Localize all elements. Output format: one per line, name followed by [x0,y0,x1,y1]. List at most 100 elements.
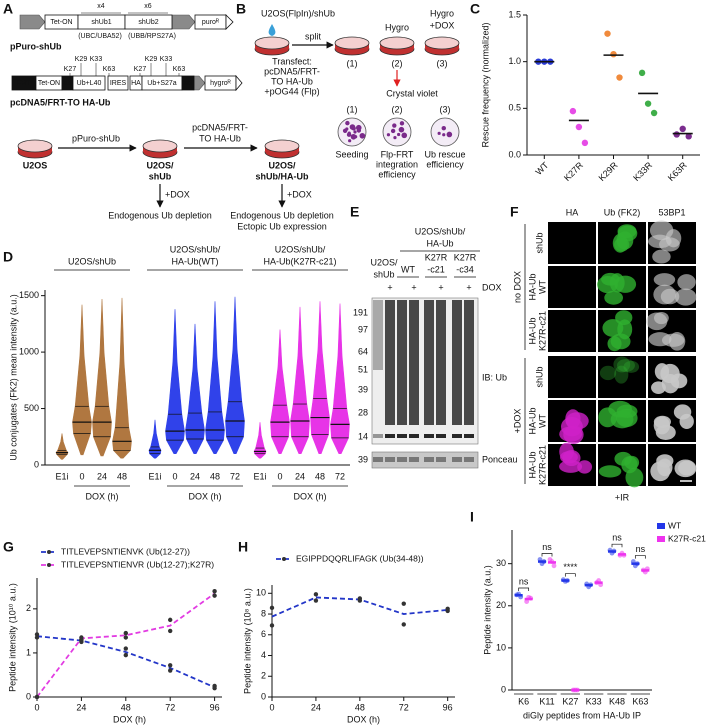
colony [345,127,349,131]
colony [390,128,396,134]
legend-label: EGIPPDQQRLIFAGK (Ub(34-48)) [296,553,424,563]
x-tick-label: 24 [97,471,107,481]
site-label: K63 [103,66,116,73]
cell-line: U2OS [23,160,48,170]
nucleus [563,425,584,445]
significance-bracket [541,553,553,557]
x-tick-label: K11 [539,696,554,706]
y-tick-label: 500 [24,403,39,413]
nucleus [614,275,637,293]
y-tick-label: 20 [496,600,506,610]
plasmid-part: hygroᴿ [210,80,232,87]
lane-smear [409,300,419,425]
readout: efficiency [378,169,416,179]
plasmid-tip [225,14,234,30]
colony [359,132,366,139]
replicate-point [123,635,128,640]
row-label: shUb [534,232,544,253]
plasmid-box [72,75,106,91]
condition-label: no DOX [512,271,522,303]
nucleus [624,455,640,470]
lane-smear [373,300,383,370]
replicate-point [34,635,40,640]
nucleus [610,333,631,350]
site-label: K27 [64,66,77,73]
x-tick-label: 24 [190,471,200,481]
transfection: TO HA-Ub [271,76,313,86]
lane-label: -c21 [427,264,445,274]
band [397,434,407,438]
promoter-arrow [19,14,46,30]
colony [397,132,401,137]
panel-label: G [3,539,14,555]
panel-label: I [470,509,474,525]
replicate-point [551,563,557,569]
legend-marker [47,563,51,567]
mw-marker: 191 [353,307,368,317]
y-axis-label: Ub conjugates (FK2) mean intensity (a.u.… [8,294,18,461]
y-tick-label: 1.0 [508,56,521,66]
group-title: HA-Ub(WT) [172,256,219,266]
y-tick-label: 0.0 [508,149,521,159]
significance-bracket [634,555,646,559]
legend-marker [282,557,286,561]
x-axis-label: DOX (h) [113,714,146,724]
colony [437,131,441,135]
micrograph [548,266,596,308]
row-label: HA-Ub [527,273,537,300]
plasmid-tip [235,74,243,92]
x-tick-label: 0 [269,702,274,712]
x-tick-label: K48 [609,696,625,706]
plasmid-part: Tet-ON [50,19,72,26]
mw-marker: 28 [358,407,368,417]
cell-line: shUb/HA-Ub [256,171,309,181]
plus-sign: + [387,282,392,292]
x-tick-label: K27R [562,160,585,183]
x-axis-label: DOX (h) [347,714,380,724]
nucleus [660,363,680,384]
significance-label: ns [542,542,552,552]
row-label: WT [537,414,547,428]
step-label: split [305,31,322,41]
data-point [569,107,577,115]
plus-sign: + [411,282,416,292]
mw-marker: 39 [358,384,368,394]
x-tick-label: 72 [165,702,175,712]
micrograph [598,356,646,398]
cell-line: U2OS/ [146,160,174,170]
x-axis-label: DOX (h) [85,491,118,501]
replicate-point [313,592,319,597]
ponceau-band [397,457,407,462]
band [373,434,383,438]
dish-label: (2) [392,58,403,68]
replicate-point [123,630,128,636]
violin [112,297,132,459]
panel-label: F [510,204,519,220]
ponceau-band [452,457,462,462]
lane-smear [452,300,462,425]
step-label: pcDNA5/FRT- [192,122,248,132]
colony [348,139,352,143]
lane-label: -c34 [456,264,474,274]
data-point [685,133,692,140]
target-label: (UBB/RPS27A) [128,33,176,40]
nucleus [604,290,623,305]
cell-line: U2OS(FlpIn)/shUb [261,8,335,18]
plate [382,117,412,147]
data-point [650,109,658,117]
replicate-point [401,622,406,627]
y-tick-label: 1 [26,647,31,657]
step-label: TO HA-Ub [199,133,241,143]
plasmid-box [107,75,129,91]
nucleus [673,404,692,420]
row-label: HA-Ub [527,317,537,344]
readout: integration [376,159,418,169]
x-tick-label: 48 [210,471,220,481]
outcome: Endogenous Ub depletion [230,210,334,220]
plate [337,117,367,147]
dish [17,139,53,153]
lane-label: U2OS/ [370,257,398,267]
band [424,434,434,438]
colony [356,128,362,133]
lane-smear [436,300,446,425]
